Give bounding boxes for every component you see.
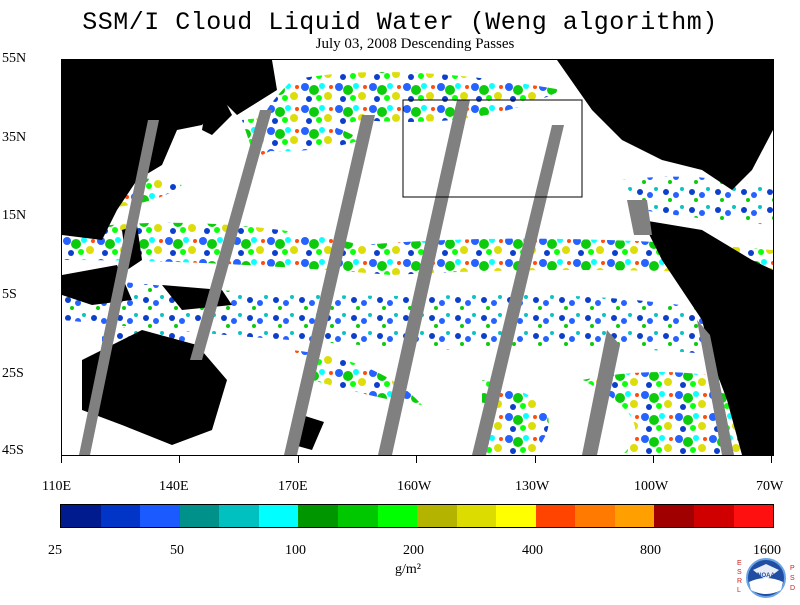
map-graphic <box>62 60 773 455</box>
lat-label: 35N <box>2 130 27 145</box>
colorbar-tick-label: 1600 <box>753 543 781 558</box>
svg-text:NOAA: NOAA <box>757 573 775 579</box>
map-subtitle: July 03, 2008 Descending Passes <box>315 36 515 52</box>
colorbar-swatch <box>61 505 101 527</box>
colorbar-tick-label: 800 <box>640 543 661 558</box>
colorbar-swatch <box>417 505 457 527</box>
svg-text:S: S <box>790 575 795 582</box>
lon-label: 70W <box>756 479 784 494</box>
colorbar-swatch <box>377 505 418 527</box>
colorbar-swatch <box>535 505 576 527</box>
cloud-water-map <box>61 59 774 456</box>
missing-swaths <box>79 100 734 455</box>
units-label: g/m² <box>395 562 421 577</box>
colorbar-swatch <box>179 505 220 527</box>
colorbar-tick-label: 25 <box>48 543 62 558</box>
colorbar-tick-label: 50 <box>170 543 184 558</box>
colorbar-swatch <box>100 505 141 527</box>
svg-text:R: R <box>737 578 742 585</box>
region-box <box>402 99 583 198</box>
lat-label: 45S <box>2 443 24 458</box>
colorbar-swatch <box>694 505 734 527</box>
colorbar-swatch <box>575 505 615 527</box>
lat-label: 5S <box>2 287 17 302</box>
colorbar-swatch <box>733 505 774 527</box>
colorbar-swatch <box>258 505 299 527</box>
lon-label: 160W <box>397 479 432 494</box>
noaa-logo: E S R L P S D NOAA <box>735 556 797 600</box>
colorbar-swatch <box>654 505 694 527</box>
svg-text:S: S <box>737 569 742 576</box>
colorbar-tick-label: 100 <box>285 543 306 558</box>
lon-label: 100W <box>634 479 669 494</box>
colorbar-tick-label: 400 <box>522 543 543 558</box>
lon-label: 130W <box>515 479 550 494</box>
lon-label: 170E <box>278 479 308 494</box>
lat-label: 55N <box>2 51 27 66</box>
colorbar-swatch <box>140 505 180 527</box>
svg-text:D: D <box>790 585 795 592</box>
lon-label: 110E <box>42 479 72 494</box>
colorbar-swatch <box>496 505 536 527</box>
colorbar-swatch <box>337 505 378 527</box>
colorbar <box>60 504 774 528</box>
colorbar-swatch <box>298 505 338 527</box>
colorbar-swatch <box>456 505 497 527</box>
map-title: SSM/I Cloud Liquid Water (Weng algorithm… <box>82 8 718 37</box>
lat-label: 15N <box>2 208 27 223</box>
svg-text:E: E <box>737 560 742 567</box>
lat-label: 25S <box>2 366 24 381</box>
colorbar-tick-label: 200 <box>403 543 424 558</box>
svg-text:L: L <box>737 587 741 594</box>
colorbar-swatch <box>219 505 259 527</box>
colorbar-swatch <box>614 505 655 527</box>
lon-label: 140E <box>159 479 189 494</box>
svg-text:P: P <box>790 565 795 572</box>
